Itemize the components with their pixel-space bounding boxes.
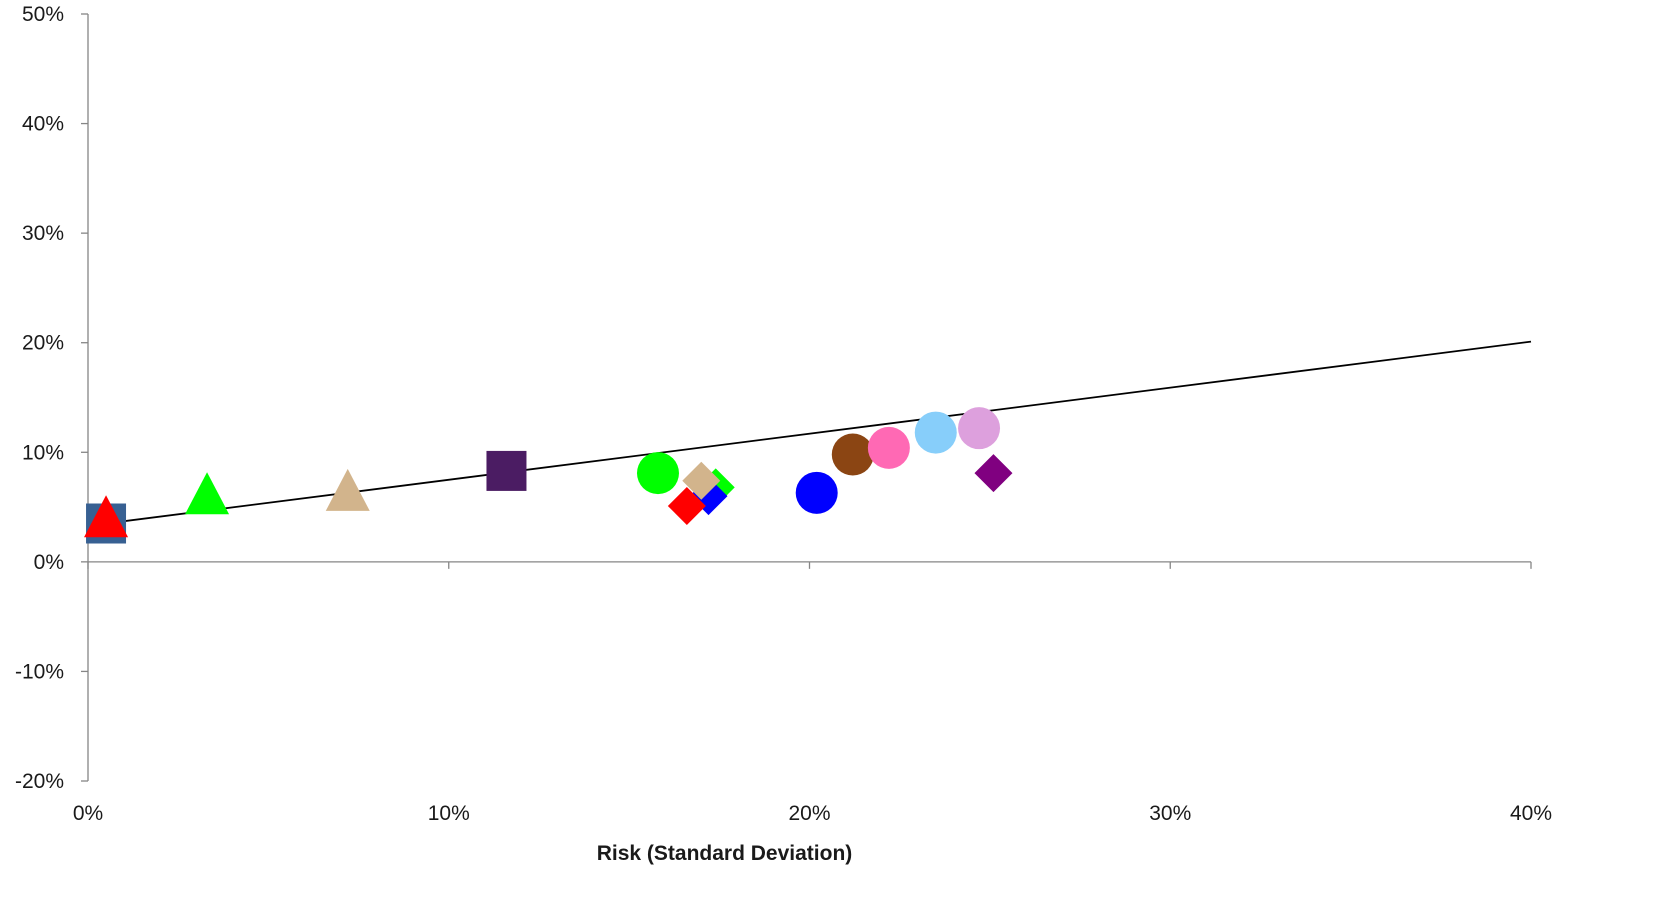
y-tick-label: -10%: [15, 660, 64, 683]
x-axis-title: Risk (Standard Deviation): [597, 842, 853, 865]
circle-point: [795, 471, 838, 514]
y-tick-label: -20%: [15, 770, 64, 793]
y-tick-label: 30%: [22, 222, 64, 245]
y-tick-label: 0%: [34, 551, 64, 574]
circle-point: [867, 426, 910, 469]
circle-point: [958, 407, 1001, 450]
diamond-point: [974, 454, 1013, 493]
diamond-point: [667, 486, 706, 525]
diamond-point: [682, 461, 721, 500]
triangle-point: [325, 468, 370, 511]
x-tick-label: 30%: [1149, 802, 1191, 825]
y-tick-label: 20%: [22, 332, 64, 355]
x-tick-label: 10%: [428, 802, 470, 825]
triangle-point: [185, 472, 230, 515]
y-tick-label: 10%: [22, 441, 64, 464]
x-tick-label: 20%: [788, 802, 830, 825]
circle-point: [914, 411, 957, 454]
y-tick-label: 50%: [22, 3, 64, 26]
triangle-point: [84, 495, 129, 538]
square-point: [486, 450, 527, 491]
x-tick-label: 40%: [1510, 802, 1552, 825]
circle-point: [636, 452, 679, 495]
circle-point: [831, 433, 874, 476]
y-tick-label: 40%: [22, 113, 64, 136]
axes: -20% -10% 0% 10% 20% 30% 40% 50% 0% 10% 20% 30% 40%: [15, 3, 1552, 825]
x-tick-label: 0%: [73, 802, 103, 825]
data-points: [84, 407, 1013, 544]
